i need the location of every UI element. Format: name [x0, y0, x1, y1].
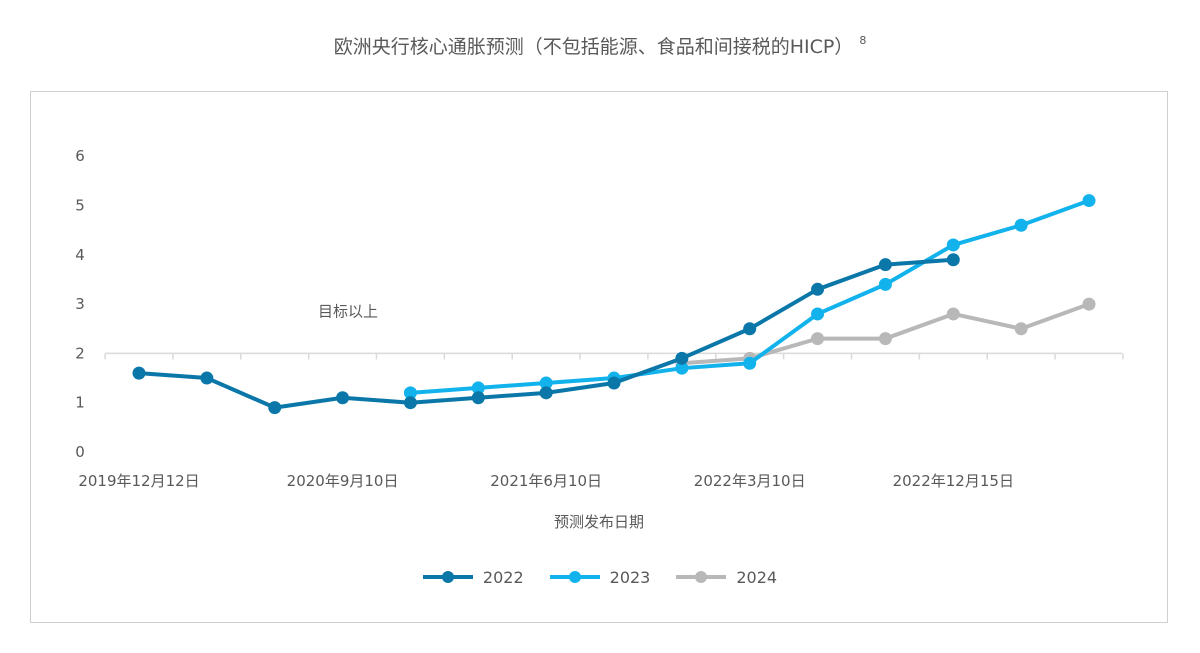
data-point-2022: [132, 366, 146, 380]
data-point-2022: [336, 391, 350, 405]
legend-item-2023[interactable]: 2023: [549, 567, 651, 587]
x-tick-label: 2020年9月10日: [287, 472, 399, 490]
x-tick-label: 2022年3月10日: [694, 472, 806, 490]
data-point-2024: [878, 332, 892, 346]
data-point-2023: [946, 238, 960, 252]
data-point-2024: [811, 332, 825, 346]
y-tick-label: 5: [75, 197, 85, 215]
legend-swatch-2024: [676, 571, 727, 583]
x-tick-label: 2021年6月10日: [490, 472, 602, 490]
footnote-marker: 8: [859, 34, 867, 47]
legend-label-2024: 2024: [736, 567, 778, 587]
data-point-2022: [811, 282, 825, 296]
data-point-2023: [1014, 218, 1028, 232]
y-tick-label: 1: [75, 394, 85, 412]
data-point-2022: [743, 322, 757, 336]
y-tick-label: 3: [75, 295, 85, 313]
legend-item-2022[interactable]: 2022: [422, 567, 524, 587]
y-tick-label: 4: [75, 246, 85, 264]
x-axis-title: 预测发布日期: [554, 513, 644, 531]
y-tick-label: 0: [75, 443, 85, 461]
data-point-2022: [403, 396, 417, 410]
legend-item-2024[interactable]: 2024: [676, 567, 777, 587]
data-point-2023: [811, 307, 825, 321]
legend-marker-2023: [568, 571, 581, 583]
data-point-2024: [1014, 322, 1028, 336]
data-point-2023: [878, 277, 892, 291]
data-point-2024: [1082, 297, 1096, 311]
y-tick-label: 2: [75, 344, 85, 362]
data-point-2023: [1082, 194, 1096, 208]
data-point-2022: [675, 351, 689, 365]
data-point-2023: [403, 386, 417, 400]
y-tick-label: 6: [75, 147, 85, 165]
data-point-2023: [471, 381, 485, 395]
legend-marker-2022: [441, 571, 454, 583]
data-point-2023: [539, 376, 553, 390]
reference-line-label: 目标以上: [318, 302, 378, 320]
legend-swatch-2022: [422, 571, 473, 583]
legend-label-2022: 2022: [482, 567, 524, 587]
data-point-2023: [743, 356, 757, 370]
data-point-2022: [539, 386, 553, 400]
data-point-2022: [200, 371, 214, 385]
legend-swatch-2023: [549, 571, 600, 583]
data-point-2024: [946, 307, 960, 321]
x-tick-label: 2019年12月12日: [78, 472, 199, 490]
legend-label-2023: 2023: [609, 567, 651, 587]
chart-title-text: 欧洲央行核心通胀预测（不包括能源、食品和间接税的HICP）: [333, 36, 854, 58]
x-tick-label: 2022年12月15日: [893, 472, 1014, 490]
data-point-2022: [471, 391, 485, 405]
data-point-2022: [268, 401, 282, 415]
data-point-2022: [946, 253, 960, 267]
chart-frame: [30, 91, 1168, 623]
data-point-2022: [607, 376, 621, 390]
chart-legend: 2022 2023 2024: [0, 567, 1200, 587]
data-point-2023: [675, 361, 689, 375]
legend-marker-2024: [695, 571, 708, 583]
chart-title: 欧洲央行核心通胀预测（不包括能源、食品和间接税的HICP） 8: [0, 32, 1200, 59]
data-point-2022: [878, 258, 892, 272]
